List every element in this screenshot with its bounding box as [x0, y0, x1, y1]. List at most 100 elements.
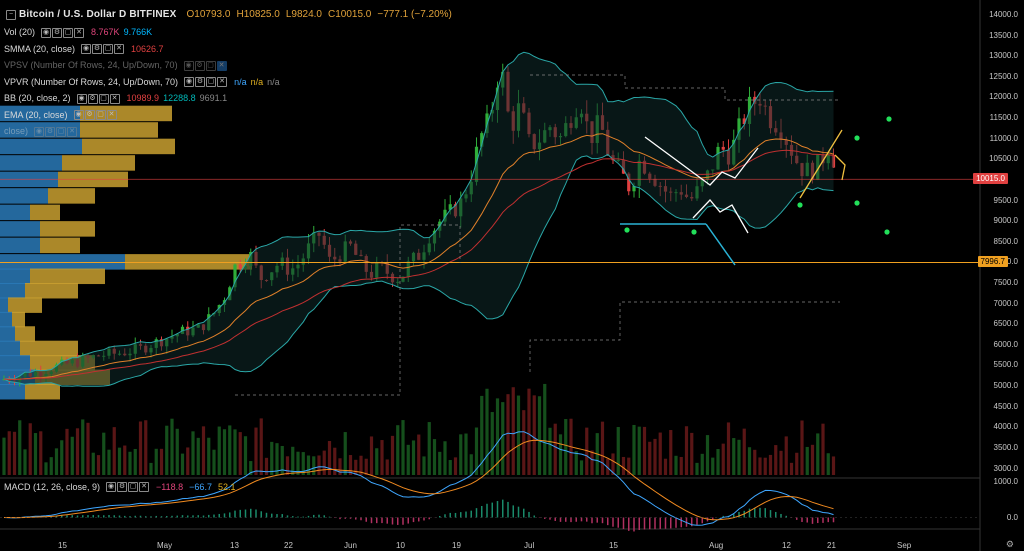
candle-body: [627, 173, 631, 192]
green-dot-marker: [884, 229, 890, 235]
candle-body: [742, 118, 746, 124]
indicator-controls[interactable]: ◉ ⚙ ▢ ✕: [34, 126, 78, 137]
indicator-controls[interactable]: ◉ ⚙ ▢ ✕: [184, 77, 228, 87]
candle-body: [448, 204, 452, 210]
indicator-controls[interactable]: ◉ ⚙ ▢ ✕: [41, 27, 85, 38]
volume-bar: [427, 422, 431, 475]
volume-bar: [201, 426, 206, 475]
indicator-controls[interactable]: ◉ ⚙ ▢ ✕: [81, 44, 125, 54]
time-tick-label: 10: [396, 541, 405, 550]
volume-bar: [107, 449, 111, 475]
volume-bar: [60, 440, 64, 475]
candle-body: [737, 118, 741, 140]
volume-bar: [422, 456, 426, 475]
price-tick-label: 14000.0: [989, 10, 1018, 19]
volume-bar: [75, 428, 80, 475]
volume-bar: [70, 436, 74, 475]
green-dot-marker: [624, 227, 630, 233]
price-tick-label: 6500.0: [993, 319, 1018, 329]
indicator-legend[interactable]: BB (20, close, 2) ◉ ⚙ ▢ ✕ 10989.9 12288.8 9691.…: [4, 92, 227, 105]
macd-hist-value: −118.8: [156, 482, 184, 492]
volume-bar: [779, 450, 783, 475]
volume-bar: [243, 436, 248, 475]
symbol-legend: − Bitcoin / U.S. Dollar D BITFINEX O1079…: [4, 8, 452, 21]
volume-bar: [285, 456, 290, 475]
collapse-icon[interactable]: −: [6, 9, 17, 20]
close-value: C10015.0: [328, 9, 372, 20]
volume-profile-up-bar: [0, 105, 80, 122]
macd-label: MACD (12, 26, close, 9): [4, 482, 101, 492]
indicator-legend[interactable]: EMA (20, close) ◉ ⚙ ▢ ✕: [4, 109, 120, 122]
volume-bar: [789, 462, 794, 475]
open-value: O10793.0: [186, 9, 231, 20]
volume-profile-down-bar: [40, 221, 95, 237]
time-tick-label: 19: [452, 541, 461, 550]
volume-profile-down-bar: [15, 326, 35, 342]
volume-bar: [154, 448, 158, 475]
volume-profile-down-bar: [80, 122, 158, 138]
volume-profile-up-bar: [0, 383, 25, 400]
volume-bar: [96, 455, 101, 475]
volume-bar: [191, 431, 195, 475]
indicator-value: n/a: [234, 76, 247, 87]
candle-body: [233, 264, 237, 288]
volume-bar: [810, 444, 815, 475]
volume-bar: [501, 402, 505, 475]
volume-profile-down-bar: [30, 204, 60, 221]
volume-bar: [527, 388, 531, 475]
volume-bar: [448, 460, 452, 475]
volume-bar: [763, 457, 767, 475]
candle-body: [721, 146, 725, 150]
volume-profile-down-bar: [80, 105, 172, 122]
volume-bar: [705, 435, 710, 475]
volume-bar: [784, 436, 788, 475]
volume-bar: [690, 432, 694, 475]
volume-bar: [212, 449, 216, 475]
time-tick-label: 15: [58, 541, 67, 550]
time-tick-label: 22: [284, 541, 293, 550]
volume-profile-down-bar: [30, 268, 105, 285]
volume-bar: [65, 428, 69, 475]
volume-profile-up-bar: [0, 155, 62, 171]
green-dot-marker: [797, 202, 803, 208]
candle-body: [480, 133, 484, 147]
macd-controls[interactable]: ◉ ⚙ ▢ ✕: [106, 482, 150, 492]
price-tick-label: 7000.0: [993, 298, 1018, 308]
volume-bar: [296, 451, 300, 475]
volume-bar: [611, 453, 615, 475]
volume-bar: [375, 448, 379, 475]
indicator-legend[interactable]: SMMA (20, close) ◉ ⚙ ▢ ✕ 10626.7: [4, 43, 164, 56]
volume-bar: [133, 448, 137, 475]
volume-bar: [175, 428, 179, 475]
indicator-legend[interactable]: VPVR (Number Of Rows, 24, Up/Down, 70) ◉ ⚙…: [4, 76, 280, 89]
volume-bar: [112, 427, 116, 475]
indicator-legend[interactable]: VPSV (Number Of Rows, 24, Up/Down, 70) ◉ ⚙…: [4, 59, 230, 72]
indicator-controls[interactable]: ◉ ⚙ ▢ ✕: [76, 93, 121, 104]
candle-body: [632, 185, 636, 192]
volume-bar: [464, 433, 468, 475]
indicator-legend[interactable]: close) ◉ ⚙ ▢ ✕: [4, 125, 80, 138]
volume-profile-down-bar: [62, 155, 135, 171]
volume-bar: [406, 444, 410, 475]
volume-bar: [149, 462, 153, 475]
candle-body: [443, 209, 447, 222]
volume-bar: [564, 419, 568, 475]
volume-bar: [737, 439, 741, 475]
price-tick-label: 9000.0: [993, 216, 1018, 226]
indicator-controls[interactable]: ◉ ⚙ ▢ ✕: [73, 110, 118, 120]
volume-bar: [254, 427, 258, 475]
gear-icon[interactable]: ⚙: [1005, 539, 1014, 549]
volume-profile-up-bar: [0, 204, 30, 221]
indicator-legend[interactable]: Vol (20) ◉ ⚙ ▢ ✕ 8.767K 9.766K: [4, 26, 152, 39]
time-tick-label: May: [157, 541, 173, 550]
indicator-controls[interactable]: ◉ ⚙ ▢ ✕: [183, 60, 228, 71]
volume-profile-up-bar: [0, 254, 125, 270]
green-dot-marker: [691, 229, 697, 235]
volume-bar: [207, 437, 211, 475]
volume-profile-up-bar: [0, 268, 30, 285]
volume-profile-down-bar: [125, 254, 252, 270]
price-tick-label: 12000.0: [989, 92, 1018, 102]
volume-bar: [390, 435, 395, 475]
